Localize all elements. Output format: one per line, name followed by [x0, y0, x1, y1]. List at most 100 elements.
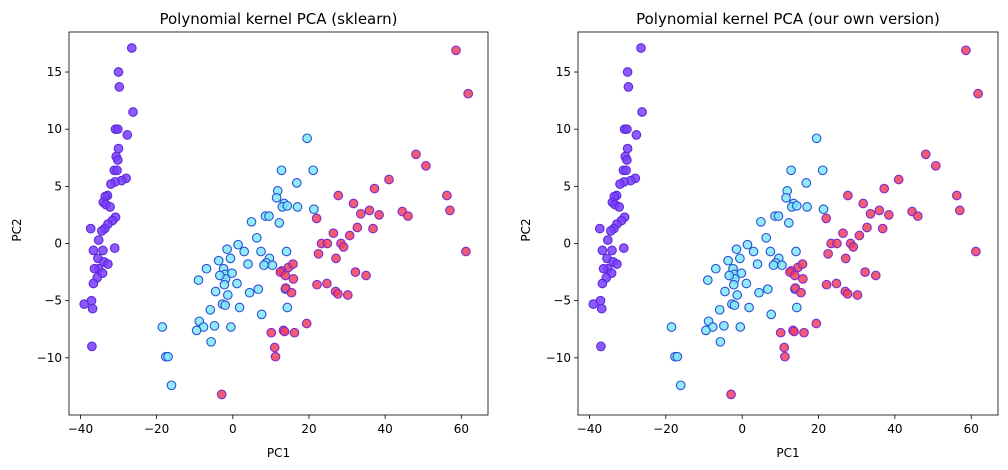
data-point	[756, 216, 766, 227]
data-point	[253, 284, 264, 295]
data-point	[710, 263, 721, 274]
data-point	[109, 243, 120, 253]
data-point	[288, 259, 298, 269]
x-tick-label: −20	[653, 422, 678, 436]
data-point	[122, 130, 133, 140]
data-point	[344, 230, 355, 241]
data-point	[113, 67, 124, 77]
data-point	[831, 278, 842, 289]
data-point	[286, 287, 297, 298]
data-point	[817, 165, 828, 176]
data-point	[259, 260, 269, 271]
x-tick-label: 60	[454, 422, 469, 436]
data-point	[605, 226, 616, 236]
data-point	[860, 267, 870, 277]
data-point	[798, 274, 808, 284]
data-point	[874, 205, 885, 216]
data-point	[333, 190, 344, 201]
data-point	[98, 245, 108, 256]
left-chart: Polynomial kernel PCA (sklearn) −40 −20 0 2…	[10, 10, 489, 460]
data-point	[612, 259, 622, 269]
data-point	[333, 288, 343, 299]
data-point	[622, 143, 633, 154]
data-point	[862, 222, 872, 233]
y-tick-label: 0	[54, 237, 62, 251]
data-point	[308, 165, 319, 176]
data-point	[85, 223, 96, 234]
data-point	[783, 218, 794, 228]
data-point	[271, 192, 282, 203]
data-point	[789, 326, 799, 337]
data-point	[280, 270, 291, 281]
y-axis-label: PC2	[519, 218, 533, 241]
data-point	[775, 327, 786, 338]
data-point	[971, 246, 981, 257]
data-point	[879, 183, 890, 194]
data-point	[442, 190, 452, 201]
chart-title: Polynomial kernel PCA (our own version)	[636, 10, 940, 28]
data-point	[355, 208, 366, 219]
data-point	[112, 155, 123, 165]
data-point	[597, 278, 608, 289]
data-point	[724, 270, 735, 281]
data-point	[222, 290, 233, 300]
plot-frame	[577, 31, 999, 416]
data-point	[421, 160, 431, 171]
y-tick-label: −5	[553, 294, 571, 308]
data-point	[742, 239, 753, 250]
data-point	[777, 260, 787, 271]
data-point	[163, 351, 173, 362]
data-point	[191, 325, 202, 336]
data-point	[714, 304, 725, 315]
data-point	[852, 290, 863, 300]
data-point	[411, 149, 421, 160]
data-point	[88, 245, 99, 256]
data-point	[216, 389, 227, 400]
data-point	[623, 82, 634, 92]
data-point	[234, 302, 245, 313]
data-point	[374, 210, 384, 220]
data-point	[858, 198, 869, 209]
data-point	[726, 389, 736, 400]
data-point	[206, 336, 216, 347]
data-point	[801, 178, 812, 188]
data-point	[87, 303, 98, 314]
data-point	[821, 279, 832, 290]
data-point	[282, 200, 293, 211]
data-point	[128, 107, 138, 117]
data-point	[832, 238, 842, 249]
x-axis-label: PC1	[776, 446, 799, 460]
data-point	[596, 341, 606, 352]
data-point	[251, 232, 262, 243]
data-point	[720, 286, 730, 297]
data-point	[675, 380, 686, 391]
data-point	[205, 304, 216, 315]
data-point	[451, 45, 461, 56]
y-tick-label: −5	[44, 294, 62, 308]
data-point	[790, 270, 800, 281]
data-point	[79, 299, 90, 309]
data-point	[233, 239, 243, 250]
data-point	[103, 259, 113, 269]
data-point	[226, 322, 236, 332]
y-tick-label: −10	[546, 351, 571, 365]
x-tick-label: 0	[738, 422, 746, 436]
data-point	[779, 342, 790, 353]
data-point	[269, 342, 280, 353]
data-point	[848, 242, 859, 252]
data-point	[243, 259, 253, 269]
data-point	[126, 43, 137, 53]
data-point	[870, 270, 881, 281]
data-point	[735, 253, 745, 264]
data-point	[791, 200, 802, 211]
data-point	[780, 351, 790, 362]
right-chart: Polynomial kernel PCA (our own version) …	[519, 10, 999, 460]
data-point	[256, 309, 267, 320]
y-tick-label: 10	[47, 122, 62, 136]
data-point	[754, 287, 764, 298]
x-tick-label: −20	[144, 422, 169, 436]
data-point	[350, 267, 361, 277]
data-point	[93, 235, 104, 245]
data-point	[961, 45, 971, 56]
y-tick-label: −10	[37, 351, 62, 365]
